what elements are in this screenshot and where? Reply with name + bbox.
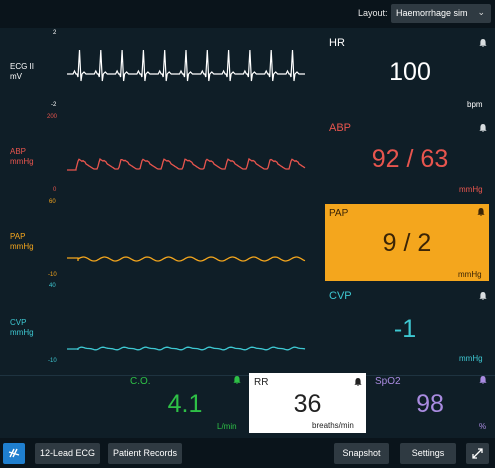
chevron-down-icon: ⌄: [477, 7, 485, 17]
cvp-scale-top: 40: [49, 283, 56, 289]
co-label: C.O.: [130, 376, 151, 387]
top-bar: Layout: Haemorrhage sim ⌄: [0, 0, 495, 28]
spo2-unit: %: [479, 422, 487, 431]
pap-param-label: PAP: [329, 208, 349, 219]
twelve-lead-ecg-button[interactable]: 12-Lead ECG: [35, 443, 100, 464]
settings-button[interactable]: Settings: [400, 443, 456, 464]
bell-icon[interactable]: [232, 375, 242, 385]
cvp-param-unit: mmHg: [459, 354, 483, 363]
rr-tile[interactable]: RR 36 breaths/min: [249, 373, 366, 433]
pap-name: PAP: [10, 232, 26, 241]
hr-label: HR: [329, 37, 345, 49]
fullscreen-icon: [472, 448, 483, 459]
patient-records-button[interactable]: Patient Records: [108, 443, 182, 464]
cvp-scale-bottom: -10: [48, 358, 57, 364]
pap-value: 9 / 2: [382, 229, 432, 257]
fullscreen-button[interactable]: [466, 443, 489, 464]
sim-logo-button[interactable]: [3, 443, 25, 464]
bottom-bar: 12-Lead ECG Patient Records Snapshot Set…: [0, 438, 495, 468]
layout-label: Layout:: [358, 8, 388, 18]
pap-scale-top: 60: [49, 199, 56, 205]
cvp-unit: mmHg: [10, 328, 34, 337]
abp-scale-bottom: 0: [53, 187, 57, 193]
pap-param-unit: mmHg: [458, 270, 482, 279]
bell-icon[interactable]: [478, 38, 488, 48]
pap-tile-alarm[interactable]: PAP 9 / 2 mmHg: [325, 204, 489, 281]
rr-unit: breaths/min: [312, 421, 354, 430]
cvp-value: -1: [393, 315, 417, 343]
layout-select-value: Haemorrhage sim: [396, 8, 468, 18]
pap-waveform: [67, 256, 306, 262]
hr-unit: bpm: [467, 100, 483, 109]
rr-value: 36: [293, 390, 322, 418]
cvp-name: CVP: [10, 318, 27, 327]
co-value: 4.1: [167, 390, 203, 418]
bell-icon[interactable]: [478, 375, 488, 385]
cvp-param-label: CVP: [329, 290, 352, 302]
waveform-area: [67, 49, 306, 351]
pap-scale-bottom: -10: [48, 272, 57, 278]
abp-unit: mmHg: [10, 157, 34, 166]
cvp-waveform: [67, 346, 306, 351]
sim-logo-icon: [8, 448, 20, 458]
spo2-value: 98: [416, 390, 444, 418]
ecg-name: ECG II: [10, 62, 35, 71]
ecg-scale-bottom: -2: [51, 102, 57, 108]
abp-label: ABP mmHg: [10, 147, 34, 167]
abp-param-unit: mmHg: [459, 185, 483, 194]
bell-icon[interactable]: [478, 123, 488, 133]
bell-icon[interactable]: [353, 377, 363, 387]
abp-param-label: ABP: [329, 122, 352, 134]
abp-scale-top: 200: [47, 114, 58, 120]
pap-label: PAP mmHg: [10, 232, 34, 252]
cvp-label: CVP mmHg: [10, 318, 34, 338]
monitor-panel: ECG II mV 2 -2 ABP mmHg 200 0 PAP mmHg 6…: [0, 28, 495, 438]
rr-label: RR: [254, 377, 269, 388]
ecg-unit: mV: [10, 72, 22, 81]
abp-name: ABP: [10, 147, 27, 156]
snapshot-button[interactable]: Snapshot: [334, 443, 389, 464]
divider: [0, 375, 495, 376]
layout-select[interactable]: Haemorrhage sim ⌄: [391, 4, 491, 23]
co-unit: L/min: [217, 422, 237, 431]
spo2-label: SpO2: [375, 376, 401, 387]
ecg-waveform: [67, 49, 305, 82]
bell-icon[interactable]: [476, 207, 486, 217]
abp-value: 92 / 63: [371, 145, 449, 173]
hr-value: 100: [389, 58, 431, 86]
ecg-label: ECG II mV: [10, 62, 34, 82]
ecg-scale-top: 2: [53, 30, 57, 36]
abp-waveform: [67, 157, 306, 171]
bell-icon[interactable]: [478, 291, 488, 301]
pap-unit: mmHg: [10, 242, 34, 251]
